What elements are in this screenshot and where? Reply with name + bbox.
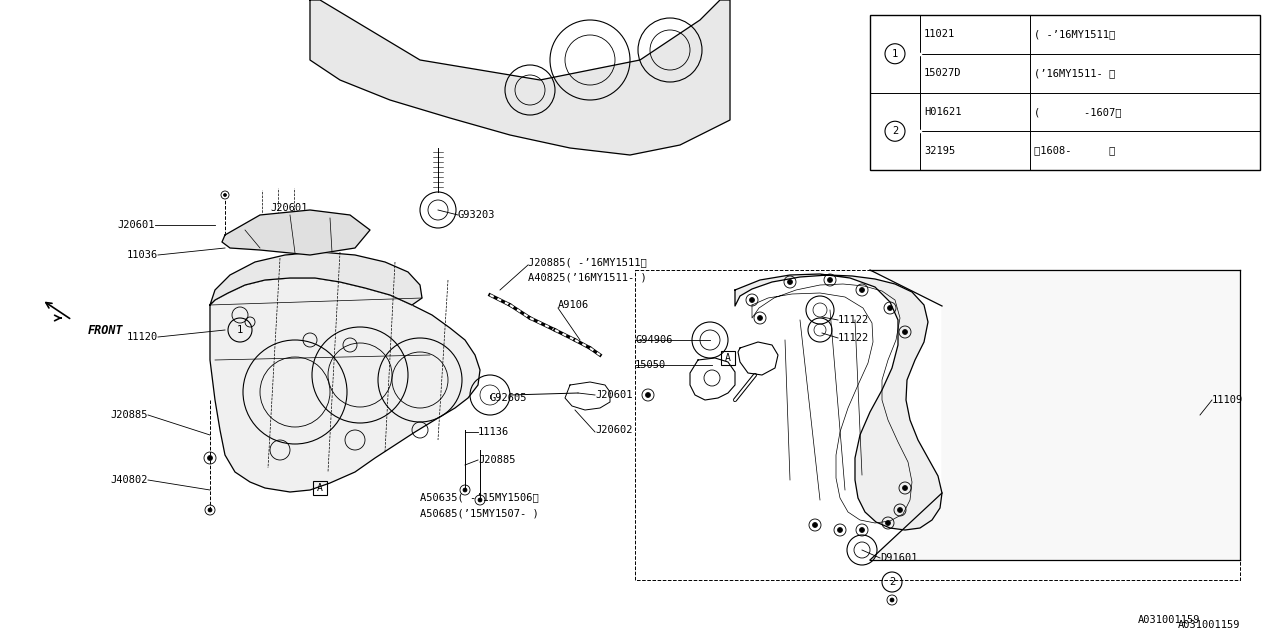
Text: J20601: J20601 (595, 390, 632, 400)
Circle shape (261, 218, 264, 221)
Circle shape (897, 508, 902, 513)
Circle shape (887, 305, 892, 310)
Bar (314, 481, 326, 495)
Circle shape (207, 456, 212, 461)
Text: (’16MY1511- 〉: (’16MY1511- 〉 (1034, 68, 1115, 78)
Text: A: A (724, 353, 731, 363)
Text: 11122: 11122 (838, 333, 869, 343)
Polygon shape (870, 270, 1240, 560)
Text: G93203: G93203 (458, 210, 495, 220)
Circle shape (758, 316, 763, 321)
Text: 32195: 32195 (924, 146, 955, 156)
Polygon shape (210, 278, 480, 492)
Text: 11122: 11122 (838, 315, 869, 325)
Text: D91601: D91601 (881, 553, 918, 563)
Text: H01621: H01621 (924, 107, 961, 117)
Bar (721, 351, 735, 365)
Bar (870, 15, 1260, 170)
Circle shape (463, 488, 467, 492)
Text: 〘1608-      〉: 〘1608- 〉 (1034, 146, 1115, 156)
Text: 2: 2 (888, 577, 895, 587)
Text: J20602: J20602 (595, 425, 632, 435)
Circle shape (902, 330, 908, 335)
Circle shape (224, 193, 227, 196)
Circle shape (477, 498, 483, 502)
Polygon shape (310, 0, 730, 155)
Text: A9106: A9106 (558, 300, 589, 310)
Text: A031001159: A031001159 (1138, 615, 1201, 625)
Circle shape (787, 280, 792, 285)
Circle shape (827, 278, 832, 282)
Bar (635, 270, 1240, 580)
Text: 11021: 11021 (924, 29, 955, 40)
Text: 11136: 11136 (477, 427, 509, 437)
Circle shape (859, 287, 864, 292)
Circle shape (859, 527, 864, 532)
Text: (’16MY1511- ): (’16MY1511- ) (270, 217, 351, 227)
Circle shape (207, 508, 212, 512)
Circle shape (902, 486, 908, 490)
Text: A: A (317, 483, 323, 493)
Text: J20601: J20601 (118, 220, 155, 230)
Text: 1: 1 (892, 49, 899, 59)
Text: 11109: 11109 (1212, 395, 1243, 405)
Text: J20601: J20601 (270, 203, 307, 213)
Text: A50635( -’15MY1506〉: A50635( -’15MY1506〉 (420, 492, 539, 502)
Text: A031001159: A031001159 (1178, 620, 1240, 630)
Text: G92605: G92605 (490, 393, 527, 403)
Circle shape (837, 527, 842, 532)
Text: G94906: G94906 (635, 335, 672, 345)
Circle shape (813, 522, 818, 527)
Text: ( -’16MY1511〉: ( -’16MY1511〉 (1034, 29, 1115, 40)
Circle shape (276, 216, 279, 220)
Text: A40825(’16MY1511- ): A40825(’16MY1511- ) (529, 272, 646, 282)
Text: J20885( -’16MY1511〉: J20885( -’16MY1511〉 (529, 257, 646, 267)
Text: 2: 2 (892, 126, 899, 136)
Polygon shape (735, 274, 942, 530)
Text: 1: 1 (237, 325, 243, 335)
Text: 15050: 15050 (635, 360, 667, 370)
Circle shape (293, 216, 296, 220)
Text: 11120: 11120 (127, 332, 157, 342)
Text: J40802: J40802 (110, 475, 148, 485)
Polygon shape (210, 252, 422, 305)
Circle shape (890, 598, 893, 602)
Text: J20885: J20885 (110, 410, 148, 420)
Circle shape (645, 392, 650, 397)
Text: A50685(’15MY1507- ): A50685(’15MY1507- ) (420, 508, 539, 518)
Polygon shape (221, 210, 370, 255)
Text: FRONT: FRONT (88, 323, 124, 337)
Text: 15027D: 15027D (924, 68, 961, 78)
Text: 11036: 11036 (127, 250, 157, 260)
Circle shape (750, 298, 754, 303)
Text: J20885: J20885 (477, 455, 516, 465)
Circle shape (886, 520, 891, 525)
Text: (       -1607〉: ( -1607〉 (1034, 107, 1121, 117)
